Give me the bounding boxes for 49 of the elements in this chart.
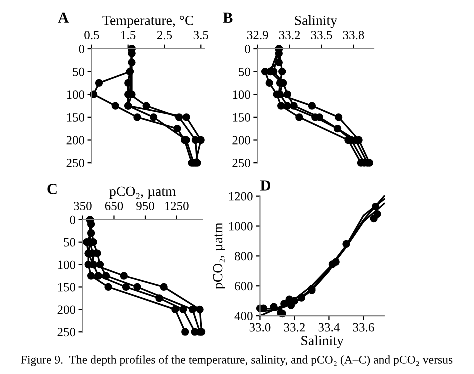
y-tick-label: 0 (245, 45, 250, 54)
y-tick-label: 200 (58, 306, 76, 314)
chart-title: D (260, 180, 271, 191)
y-tick-label: 200 (66, 136, 85, 145)
x-axis-title: pCO₂, µatm (110, 186, 176, 200)
x-tick-label: 2.5 (157, 31, 172, 40)
x-tick-label: 3.5 (194, 31, 208, 40)
chart-title: C (48, 184, 57, 194)
x-tick-label: 32.9 (248, 31, 268, 40)
x-axis-title: Salinity (295, 16, 338, 28)
x-tick-label: 1.5 (122, 31, 136, 40)
x-tick-label: 33.8 (343, 31, 364, 40)
y-tick-label: 100 (58, 260, 76, 270)
x-tick-label: 33.5 (311, 31, 332, 40)
y-tick-label: 150 (233, 113, 250, 122)
x-axis-title: Temperature, °C (102, 16, 194, 28)
y-tick-label: 50 (64, 238, 76, 247)
x-tick-label: 1250 (165, 202, 189, 210)
y-tick-label: 0 (70, 216, 76, 224)
x-tick-label: 350 (74, 202, 92, 210)
chart-title: B (223, 12, 233, 23)
y-tick-label: 50 (239, 68, 250, 76)
x-tick-label: 33.6 (353, 323, 374, 332)
x-tick-label: 0.5 (84, 31, 100, 40)
y-tick-label: 150 (67, 113, 85, 122)
x-axis-title: Salinity (302, 336, 344, 348)
y-tick-label: 400 (234, 312, 253, 320)
y-tick-label: 250 (232, 159, 250, 168)
y-tick-label: 600 (235, 282, 253, 291)
y-tick-label: 250 (58, 328, 76, 337)
x-tick-label: 950 (136, 202, 154, 210)
y-tick-label: 1200 (229, 192, 253, 201)
y-tick-label: 800 (235, 252, 253, 261)
x-tick-label: 650 (105, 202, 124, 210)
y-tick-label: 50 (73, 68, 85, 76)
x-tick-label: 33.2 (279, 31, 300, 40)
y-tick-label: 100 (233, 90, 250, 100)
y-axis-title: pCO₂, µatm (213, 222, 226, 290)
y-tick-label: 250 (66, 159, 85, 168)
y-tick-label: 1000 (229, 222, 253, 231)
y-tick-label: 150 (58, 283, 76, 292)
caption: Figure 9. The depth profiles of the temperature, salinity, and pCO₂ (A–C) and pCO₂ versus (21, 355, 453, 366)
y-tick-label: 200 (232, 136, 250, 145)
x-tick-label: 33.4 (318, 323, 340, 332)
y-tick-label: 100 (67, 90, 85, 100)
x-tick-label: 33.2 (284, 323, 305, 332)
chart-title: A (58, 12, 70, 23)
y-tick-label: 0 (79, 45, 85, 54)
x-tick-label: 33.0 (250, 323, 271, 332)
